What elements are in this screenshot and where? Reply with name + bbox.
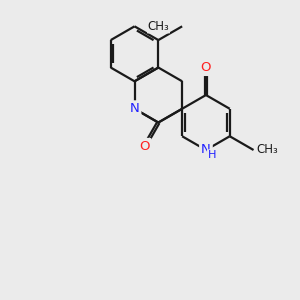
Text: H: H (208, 150, 216, 160)
Text: CH₃: CH₃ (148, 20, 169, 33)
Text: N: N (130, 102, 140, 115)
Text: CH₃: CH₃ (256, 143, 278, 157)
Text: N: N (201, 143, 211, 157)
Text: O: O (140, 140, 150, 153)
Text: O: O (201, 61, 211, 74)
